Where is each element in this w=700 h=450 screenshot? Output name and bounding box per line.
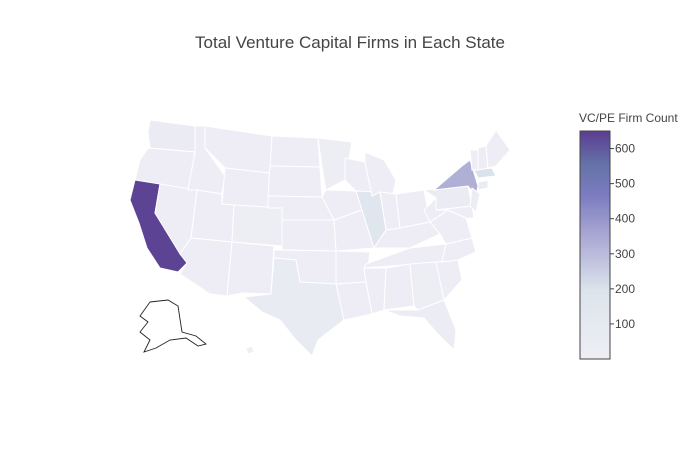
colorbar: VC/PE Firm Count 100 200 300 400 500 600 bbox=[579, 111, 678, 360]
state-CO bbox=[231, 204, 283, 247]
state-AL bbox=[383, 263, 415, 311]
state-KS bbox=[281, 219, 337, 252]
state-SD bbox=[267, 165, 323, 198]
state-MS bbox=[363, 267, 387, 315]
state-VT bbox=[469, 149, 479, 171]
colorbar-tick-label: 200 bbox=[615, 282, 635, 296]
state-AK bbox=[139, 299, 207, 353]
state-NM bbox=[226, 241, 275, 297]
state-NJ bbox=[469, 187, 481, 213]
colorbar-ticks: 100 200 300 400 500 600 bbox=[610, 142, 635, 331]
state-ME bbox=[485, 129, 511, 169]
state-TX bbox=[242, 257, 345, 357]
state-ND bbox=[269, 135, 321, 168]
state-FL bbox=[383, 299, 457, 352]
colorbar-gradient bbox=[579, 130, 611, 360]
state-WY bbox=[221, 167, 271, 209]
colorbar-tick-label: 600 bbox=[615, 142, 635, 156]
state-HI bbox=[245, 345, 255, 355]
colorbar-title: VC/PE Firm Count bbox=[579, 111, 678, 125]
state-MD bbox=[435, 205, 475, 219]
map-title: Total Venture Capital Firms in Each Stat… bbox=[195, 33, 505, 52]
colorbar-tick-label: 500 bbox=[615, 177, 635, 191]
state-NC bbox=[441, 237, 477, 263]
colorbar-tick-label: 300 bbox=[615, 247, 635, 261]
state-WA bbox=[147, 119, 196, 153]
state-MN bbox=[317, 137, 353, 191]
colorbar-tick-label: 100 bbox=[615, 317, 635, 331]
state-CT bbox=[477, 179, 489, 191]
us-states-layer bbox=[129, 119, 511, 357]
colorbar-tick-label: 400 bbox=[615, 212, 635, 226]
state-AZ bbox=[179, 237, 233, 297]
